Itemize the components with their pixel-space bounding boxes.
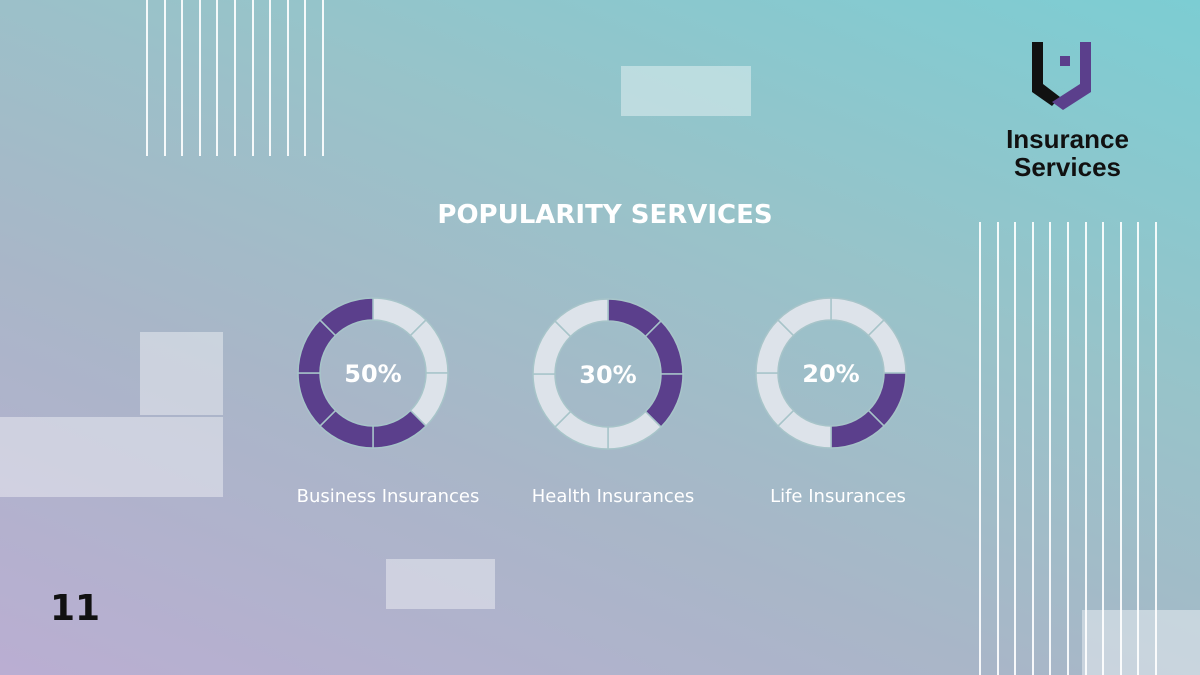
decor-line (1031, 222, 1034, 675)
logo-text: Insurance Services (990, 125, 1145, 181)
decor-line (322, 0, 324, 156)
slide-title: POPULARITY SERVICES (437, 200, 773, 230)
decor-rect (140, 332, 223, 415)
decor-line (1102, 222, 1105, 675)
donut-value-label: 20% (802, 360, 859, 388)
decor-rect (621, 66, 751, 116)
decor-line (234, 0, 236, 156)
decor-line (269, 0, 272, 156)
decor-rect (0, 417, 223, 497)
decor-line (181, 0, 184, 156)
decor-line (1084, 222, 1087, 675)
page-number: 11 (50, 588, 101, 629)
decor-line (1155, 222, 1157, 675)
decor-rect (386, 559, 495, 609)
decor-line (1137, 222, 1140, 675)
donut-segment-filled (318, 297, 374, 337)
chart-label: Business Insurances (296, 486, 480, 507)
decor-rect (1082, 610, 1200, 675)
donut-value-label: 50% (344, 360, 401, 388)
chart-label: Health Insurances (531, 486, 695, 507)
donut-segment-empty (776, 297, 832, 337)
decor-line (1067, 222, 1069, 675)
donut-value-label: 30% (579, 361, 636, 389)
decor-line (216, 0, 219, 156)
decor-line (251, 0, 254, 156)
decor-line (198, 0, 201, 156)
decor-line (286, 0, 289, 156)
decor-line (1119, 222, 1122, 675)
decor-line (146, 0, 148, 156)
decor-line (979, 222, 981, 675)
decor-line (1014, 222, 1017, 675)
decor-lines (146, 0, 326, 156)
decor-lines (979, 222, 1159, 675)
decor-line (304, 0, 307, 156)
donut-segment-empty (553, 298, 609, 338)
chart-label: Life Insurances (770, 486, 906, 507)
logo-line2: Services (1014, 152, 1121, 182)
decor-line (1049, 222, 1052, 675)
decor-line (163, 0, 166, 156)
decor-line (996, 222, 999, 675)
logo-line1: Insurance (1006, 124, 1129, 154)
shield-logo-icon (1032, 42, 1091, 110)
